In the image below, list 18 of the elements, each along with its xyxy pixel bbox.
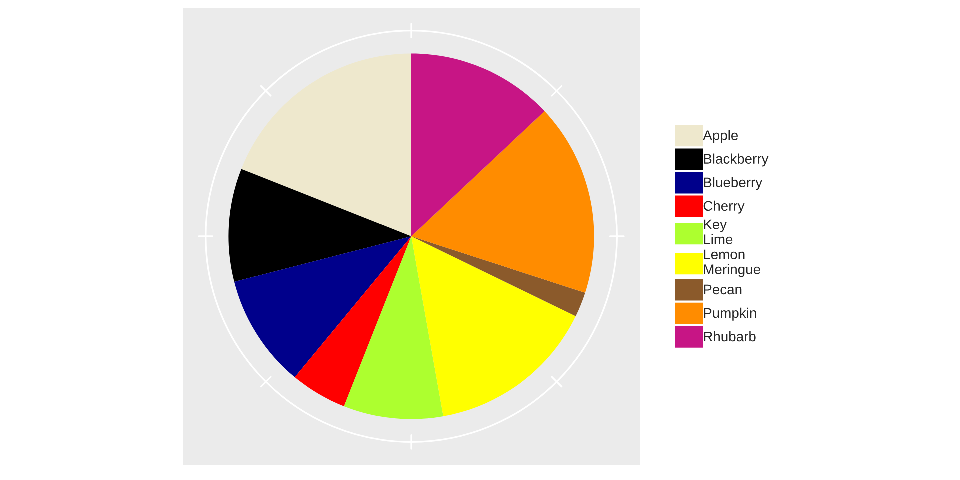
legend-label: Cherry — [704, 200, 745, 214]
legend-label: Apple — [703, 130, 738, 144]
legend-label: Blackberry — [704, 154, 769, 167]
pie-slice — [242, 54, 412, 236]
pie-slice — [412, 111, 594, 293]
pie-slice — [228, 169, 412, 282]
pie-slice — [344, 236, 444, 420]
pie-slice — [294, 236, 412, 406]
legend-label: Pumpkin — [704, 308, 756, 321]
legend-label: Key Lime — [704, 220, 733, 244]
legend-label: Lemon Meringue — [704, 250, 760, 278]
pie-slice — [412, 236, 586, 316]
legend-label: Pecan — [704, 284, 742, 295]
legend-label: Blueberry — [704, 177, 763, 190]
pie-slice — [412, 54, 545, 236]
pie-slice — [412, 236, 576, 416]
legend-label: Rhubarb — [704, 331, 756, 342]
pie-slice — [234, 236, 412, 378]
